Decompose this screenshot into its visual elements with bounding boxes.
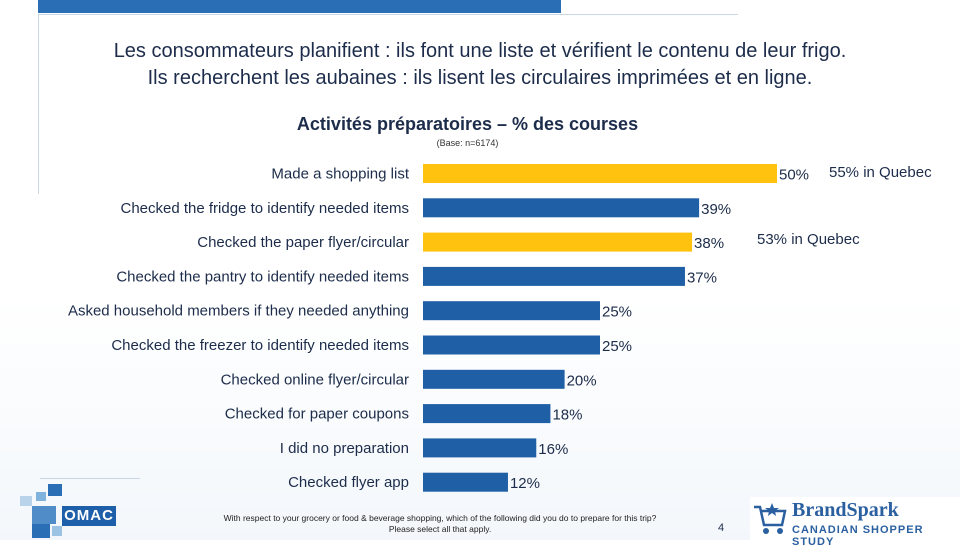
chart-title: Activités préparatoires – % des courses <box>296 114 639 134</box>
value-label-checked-for-paper-coupons: 18% <box>552 407 582 424</box>
category-label-checked-the-fridge-to-identify-needed-items: Checked the fridge to identify needed it… <box>120 200 409 217</box>
divider <box>40 478 140 479</box>
survey-question-footnote: With respect to your grocery or food & b… <box>150 513 730 535</box>
bar-checked-the-freezer-to-identify-needed-items <box>423 335 600 355</box>
bar-checked-for-paper-coupons <box>423 404 551 424</box>
value-label-made-a-shopping-list: 50% <box>779 167 809 184</box>
bar-checked-the-paper-flyer-circular <box>423 232 693 252</box>
bar-checked-the-pantry-to-identify-needed-items <box>423 266 685 286</box>
category-label-checked-the-pantry-to-identify-needed-items: Checked the pantry to identify needed it… <box>116 268 409 285</box>
value-label-checked-the-freezer-to-identify-needed-items: 25% <box>602 338 632 355</box>
category-label-checked-the-freezer-to-identify-needed-items: Checked the freezer to identify needed i… <box>111 337 409 354</box>
omac-logo-text: OMAC <box>62 506 116 526</box>
bar-made-a-shopping-list <box>423 164 777 183</box>
value-label-checked-the-fridge-to-identify-needed-items: 39% <box>701 201 731 218</box>
bar-checked-the-fridge-to-identify-needed-items <box>423 198 700 218</box>
category-label-asked-household-members-if-they-needed-anything: Asked household members if they needed a… <box>68 303 409 320</box>
value-label-checked-the-paper-flyer-circular: 38% <box>694 235 724 252</box>
annotation-quebec-paper-flyer: 53% in Quebec <box>757 231 860 248</box>
page-number: 4 <box>718 522 725 534</box>
chart-subtitle: (Base: n=6174) <box>436 138 499 148</box>
brandspark-name: BrandSpark <box>792 499 899 521</box>
shopping-cart-icon <box>754 503 787 534</box>
category-label-i-did-no-preparation: I did no preparation <box>280 440 409 457</box>
brandspark-logo: BrandSpark CANADIAN SHOPPER STUDY <box>750 497 960 548</box>
category-label-checked-the-paper-flyer-circular: Checked the paper flyer/circular <box>197 234 409 251</box>
top-accent-bar <box>38 0 561 13</box>
value-label-checked-the-pantry-to-identify-needed-items: 37% <box>687 269 717 286</box>
headline: Les consommateurs planifient : ils font … <box>0 38 960 92</box>
category-label-checked-online-flyer-circular: Checked online flyer/circular <box>221 371 409 388</box>
frame-line <box>38 14 738 15</box>
bar-checked-online-flyer-circular <box>423 369 565 389</box>
value-label-checked-online-flyer-circular: 20% <box>567 372 597 389</box>
omac-logo: OMAC <box>12 484 116 540</box>
footnote-line-2: Please select all that apply. <box>388 524 492 534</box>
footnote-line-1: With respect to your grocery or food & b… <box>223 513 657 523</box>
category-label-made-a-shopping-list: Made a shopping list <box>271 166 409 183</box>
bar-checked-flyer-app <box>423 472 508 492</box>
brandspark-subtitle: CANADIAN SHOPPER STUDY <box>792 524 924 548</box>
value-label-i-did-no-preparation: 16% <box>538 441 568 458</box>
category-label-checked-flyer-app: Checked flyer app <box>288 474 409 491</box>
value-label-asked-household-members-if-they-needed-anything: 25% <box>602 304 632 321</box>
headline-line-1: Les consommateurs planifient : ils font … <box>113 40 847 62</box>
frame-line <box>38 14 39 194</box>
bar-i-did-no-preparation <box>423 438 537 458</box>
bar-asked-household-members-if-they-needed-anything <box>423 301 600 321</box>
headline-line-2: Ils recherchent les aubaines : ils lisen… <box>147 67 813 89</box>
category-label-checked-for-paper-coupons: Checked for paper coupons <box>225 406 409 423</box>
value-label-checked-flyer-app: 12% <box>510 475 540 492</box>
annotation-quebec-shopping-list: 55% in Quebec <box>829 164 932 181</box>
